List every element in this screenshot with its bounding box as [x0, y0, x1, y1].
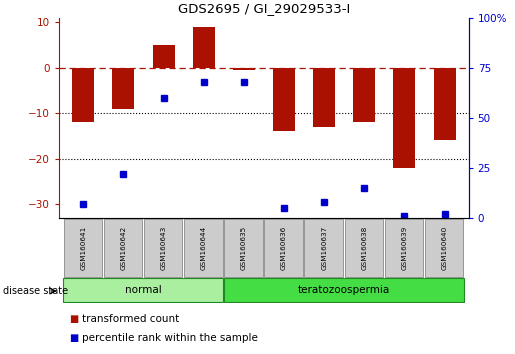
Bar [112, 68, 134, 109]
Bar [264, 219, 303, 277]
Text: ■: ■ [70, 333, 79, 343]
Bar [63, 278, 223, 302]
Text: GSM160638: GSM160638 [362, 226, 367, 270]
Text: teratozoospermia: teratozoospermia [298, 285, 390, 295]
Bar [425, 219, 464, 277]
Bar [385, 219, 423, 277]
Text: transformed count: transformed count [82, 314, 180, 324]
Bar [72, 68, 94, 122]
Bar [434, 68, 456, 141]
Text: normal: normal [125, 285, 162, 295]
Text: disease state: disease state [3, 286, 67, 296]
Bar [144, 219, 182, 277]
Text: GSM160644: GSM160644 [201, 226, 207, 270]
Text: GSM160643: GSM160643 [161, 226, 166, 270]
Bar [152, 45, 175, 68]
Bar [273, 68, 295, 131]
Bar [313, 68, 335, 127]
Bar [353, 68, 375, 122]
Text: GSM160640: GSM160640 [441, 226, 448, 270]
Text: GSM160641: GSM160641 [80, 226, 87, 270]
Bar [345, 219, 383, 277]
Bar [224, 219, 263, 277]
Text: GSM160635: GSM160635 [241, 226, 247, 270]
Text: GSM160639: GSM160639 [401, 226, 407, 270]
Text: percentile rank within the sample: percentile rank within the sample [82, 333, 259, 343]
Text: ■: ■ [70, 314, 79, 324]
Bar [193, 27, 215, 68]
Text: GSM160637: GSM160637 [321, 226, 327, 270]
Bar [304, 219, 343, 277]
Bar [393, 68, 416, 168]
Bar [233, 68, 255, 70]
Text: GSM160642: GSM160642 [121, 226, 127, 270]
Bar [104, 219, 142, 277]
Title: GDS2695 / GI_29029533-I: GDS2695 / GI_29029533-I [178, 2, 350, 15]
Bar [224, 278, 464, 302]
Text: GSM160636: GSM160636 [281, 226, 287, 270]
Bar [184, 219, 222, 277]
Bar [64, 219, 102, 277]
